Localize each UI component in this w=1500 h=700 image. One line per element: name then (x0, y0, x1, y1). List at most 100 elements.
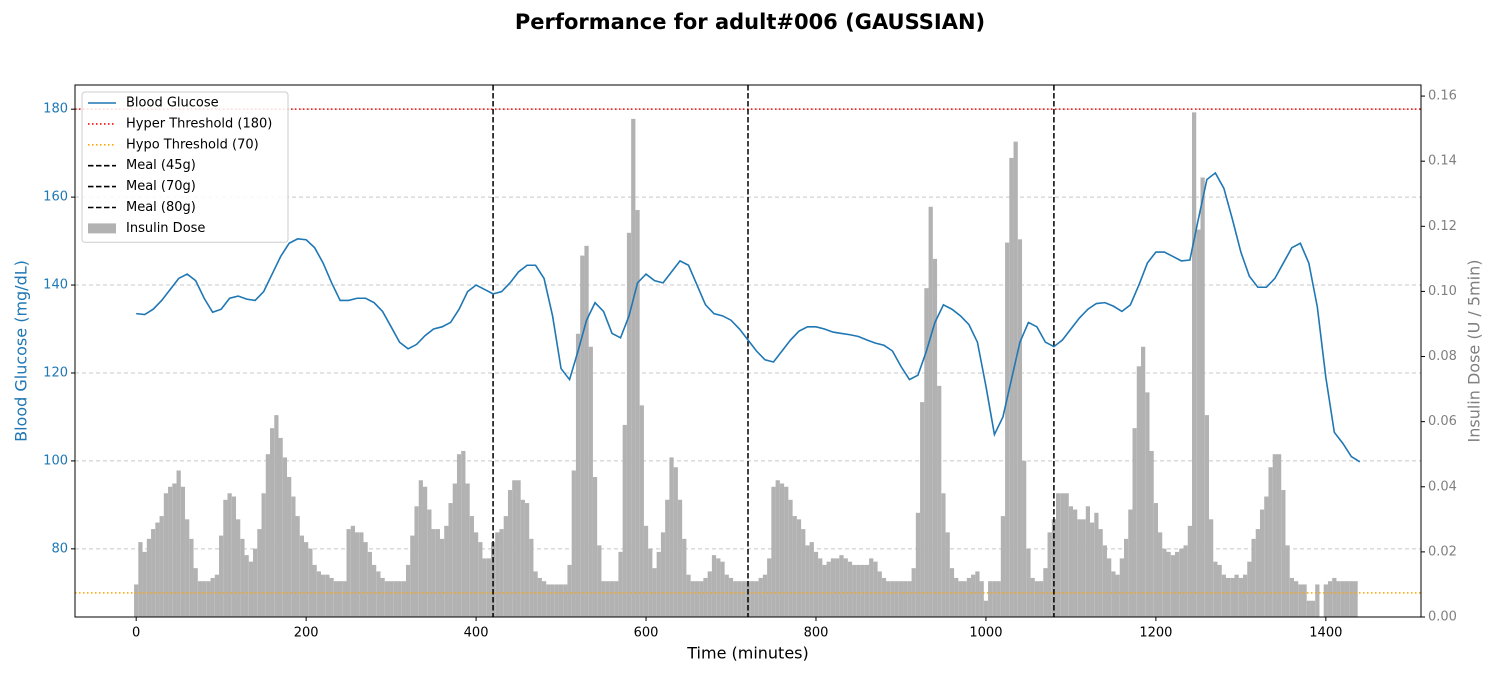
insulin-bar (1043, 568, 1048, 617)
insulin-bar (648, 548, 653, 617)
insulin-bar (1085, 506, 1091, 617)
insulin-bar (1132, 428, 1137, 617)
insulin-bar (852, 564, 857, 617)
insulin-bar (626, 232, 632, 617)
insulin-bar (903, 581, 908, 617)
insulin-bar (966, 577, 972, 617)
insulin-bar (677, 499, 683, 617)
insulin-bar (796, 519, 802, 617)
insulin-bar (1327, 581, 1333, 617)
insulin-bar (427, 509, 432, 617)
insulin-bar (571, 470, 576, 617)
insulin-bar (954, 577, 959, 617)
insulin-bar (146, 538, 152, 617)
insulin-bar (601, 581, 606, 617)
insulin-bar (1230, 577, 1235, 617)
insulin-bar (1238, 577, 1243, 617)
insulin-bar (805, 545, 810, 617)
insulin-bar (958, 581, 963, 617)
insulin-bar (265, 454, 271, 617)
insulin-bar (1162, 548, 1167, 617)
insulin-bar (1204, 415, 1209, 617)
insulin-bar (1259, 509, 1265, 617)
insulin-bar (325, 574, 330, 617)
insulin-bar (894, 581, 899, 617)
insulin-bar (1081, 519, 1086, 617)
insulin-bar (287, 477, 292, 617)
insulin-bar (669, 457, 674, 617)
insulin-bar (550, 584, 555, 617)
insulin-bar (1009, 157, 1014, 617)
y-axis-label: Blood Glucose (mg/dL) (12, 260, 31, 442)
insulin-bar (1107, 558, 1112, 617)
insulin-bar (435, 529, 440, 617)
y2-tick-label: 0.08 (1428, 349, 1457, 364)
insulin-bar (1264, 496, 1269, 617)
insulin-bar (830, 558, 836, 617)
insulin-bar (686, 574, 691, 617)
insulin-bar (444, 525, 449, 617)
insulin-bar (813, 551, 819, 617)
legend-label: Insulin Dose (126, 221, 205, 236)
insulin-bar (1022, 460, 1027, 617)
insulin-bar (869, 558, 874, 617)
x-tick-label: 1400 (1309, 626, 1342, 641)
insulin-bar (563, 584, 568, 617)
insulin-bar (1191, 112, 1197, 617)
insulin-bar (1166, 551, 1171, 617)
insulin-bar (881, 577, 887, 617)
y2-tick-label: 0.04 (1428, 479, 1457, 494)
insulin-bar (478, 542, 483, 617)
insulin-bar (665, 499, 670, 617)
insulin-bar (1183, 545, 1188, 617)
insulin-bar (520, 499, 525, 617)
insulin-bar (537, 577, 542, 617)
insulin-bar (168, 486, 173, 617)
y-tick-label: 120 (43, 365, 68, 380)
y2-tick-label: 0.10 (1428, 284, 1457, 299)
insulin-bar (1000, 516, 1006, 617)
insulin-bar (1221, 574, 1226, 617)
insulin-bar (771, 486, 776, 617)
insulin-bar (1251, 538, 1256, 617)
insulin-bar (937, 385, 942, 617)
insulin-bar (278, 437, 283, 617)
insulin-bar (1234, 574, 1239, 617)
y2-tick-label: 0.00 (1428, 610, 1457, 625)
insulin-bar (329, 577, 334, 617)
insulin-bar (1272, 454, 1277, 617)
insulin-bar (333, 581, 338, 617)
insulin-bar (898, 581, 904, 617)
insulin-bar (295, 516, 300, 617)
insulin-bar (580, 255, 585, 617)
insulin-bar (354, 532, 360, 617)
insulin-bar (1136, 366, 1142, 617)
insulin-bar (1349, 581, 1354, 617)
insulin-bar (308, 548, 313, 617)
insulin-bar (1323, 584, 1328, 617)
insulin-bar (818, 558, 823, 617)
insulin-bar (690, 581, 695, 617)
insulin-bar (448, 503, 453, 617)
insulin-bar (767, 558, 772, 617)
insulin-bar (321, 574, 326, 617)
insulin-bar (584, 245, 589, 617)
insulin-bar (1017, 239, 1023, 618)
insulin-bar (405, 564, 411, 617)
insulin-bar (643, 525, 649, 617)
insulin-bar (1213, 561, 1218, 617)
insulin-bar (410, 535, 415, 617)
insulin-bar (592, 477, 598, 617)
insulin-bar (1276, 454, 1282, 617)
insulin-bar (371, 564, 377, 617)
insulin-bar (180, 486, 186, 617)
insulin-bar (1306, 600, 1311, 617)
insulin-bar (741, 581, 746, 617)
insulin-bar (244, 555, 249, 617)
y-tick-label: 80 (51, 541, 68, 556)
y2-tick-label: 0.16 (1428, 89, 1457, 104)
legend: Blood Glucose Hyper Threshold (180) Hypo T… (81, 91, 289, 243)
insulin-bar (699, 581, 704, 617)
legend-label: Hypo Threshold (70) (126, 137, 259, 152)
